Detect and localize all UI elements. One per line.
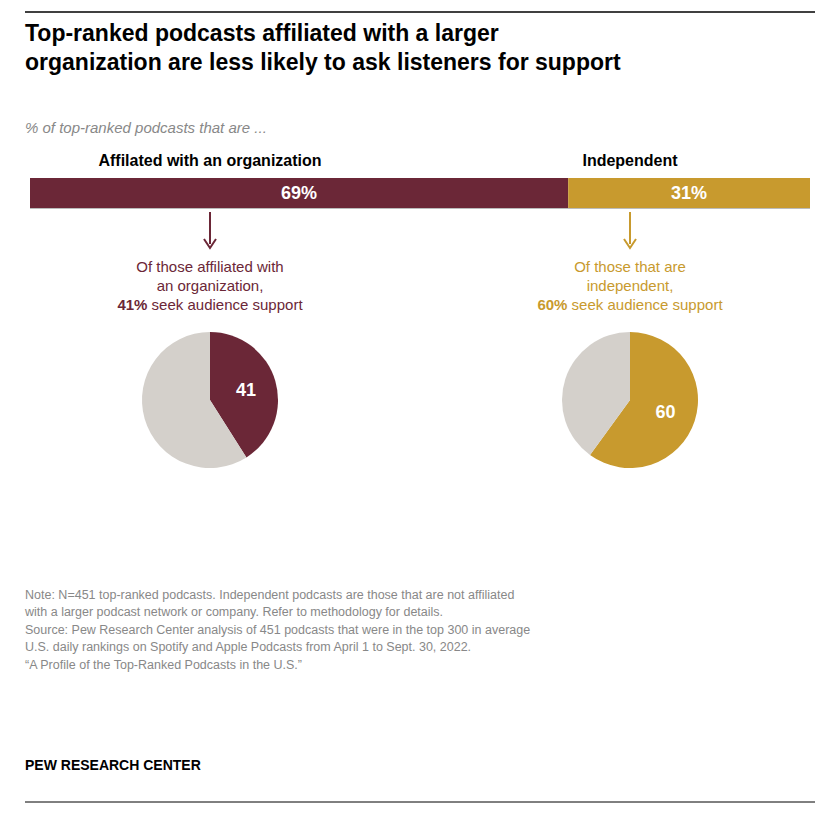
chart-canvas: Top-ranked podcasts affiliated with a la… — [0, 0, 840, 819]
pie-slice — [562, 332, 630, 455]
pie — [142, 332, 278, 468]
description-rest: seek audience support — [147, 296, 303, 313]
description: Of those affiliated with — [136, 258, 283, 275]
data-label: 41 — [236, 380, 256, 400]
title-line: Top-ranked podcasts affiliated with a la… — [25, 20, 499, 46]
description: 41% seek audience support — [117, 296, 303, 313]
pie-slice — [142, 332, 246, 468]
note-line: U.S. daily rankings on Spotify and Apple… — [25, 640, 471, 654]
arrow-head — [624, 239, 636, 248]
title: Top-ranked podcasts affiliated with a la… — [25, 20, 621, 75]
subtitle: % of top-ranked podcasts that are ... — [25, 119, 267, 136]
bar-segment — [30, 178, 568, 208]
description-rest: seek audience support — [567, 296, 723, 313]
bottom-rule — [25, 802, 815, 803]
note: Note: N=451 top-ranked podcasts. Indepen… — [24, 588, 530, 672]
description: an organization, — [157, 277, 264, 294]
data-label: 31% — [671, 183, 707, 203]
data-label: 69% — [281, 183, 317, 203]
description: independent, — [587, 277, 674, 294]
bar-group — [30, 178, 810, 208]
note-line: Note: N=451 top-ranked podcasts. Indepen… — [25, 588, 514, 602]
description: 60% seek audience support — [537, 296, 723, 313]
pie — [562, 332, 698, 468]
description: Of those that are — [574, 258, 686, 275]
source: PEW RESEARCH CENTER — [25, 757, 201, 773]
note-line: with a larger podcast network or company… — [24, 605, 443, 619]
data-label: 60 — [656, 402, 676, 422]
title-line: organization are less likely to ask list… — [25, 49, 621, 75]
arrow-shaft — [629, 212, 631, 244]
x-axis-line — [30, 208, 810, 209]
top-rule — [25, 11, 815, 13]
bar-segment — [568, 178, 810, 208]
description-bold: 41% — [117, 296, 147, 313]
column-header: Affilated with an organization — [98, 152, 321, 169]
arrow-head — [204, 239, 216, 248]
note-line: “A Profile of the Top-Ranked Podcasts in… — [25, 658, 302, 672]
arrow-shaft — [209, 212, 211, 244]
note-line: Source: Pew Research Center analysis of … — [25, 623, 530, 637]
column-header: Independent — [582, 152, 678, 169]
description-bold: 60% — [537, 296, 567, 313]
